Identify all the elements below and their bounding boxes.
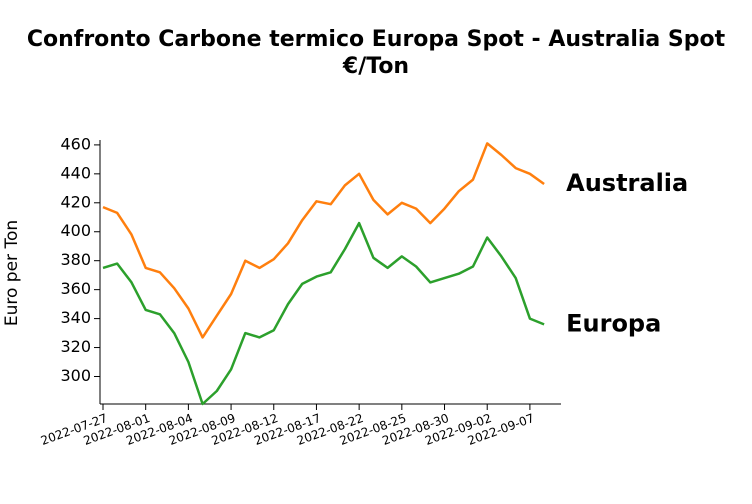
y-tick-label: 320 [60, 337, 91, 356]
y-tick-label: 340 [60, 308, 91, 327]
series-line [102, 142, 545, 339]
y-tick-label: 300 [60, 366, 91, 385]
y-tick-label: 400 [60, 221, 91, 240]
y-tick-label: 460 [60, 134, 91, 153]
y-tick-label: 380 [60, 250, 91, 269]
series-line [102, 221, 545, 406]
y-tick-label: 360 [60, 279, 91, 298]
chart-title: Confronto Carbone termico Europa Spot - … [27, 27, 726, 52]
y-axis-label: Euro per Ton [2, 220, 22, 326]
y-tick-label: 440 [60, 163, 91, 182]
chart-title: €/Ton [342, 54, 409, 79]
y-tick-label: 420 [60, 192, 91, 211]
series-label: Europa [566, 309, 661, 337]
series-label: Australia [566, 169, 688, 197]
